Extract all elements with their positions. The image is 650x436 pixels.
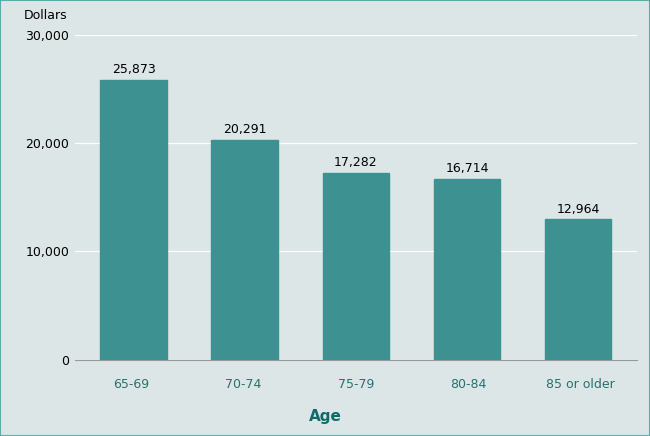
Text: 20,291: 20,291 [223,123,266,136]
Text: 65-69: 65-69 [113,378,149,391]
Bar [322,173,389,360]
Text: 80-84: 80-84 [450,378,486,391]
Text: 16,714: 16,714 [445,162,489,175]
Bar [434,179,500,360]
Text: 17,282: 17,282 [334,156,378,169]
Bar [100,79,167,360]
Text: 25,873: 25,873 [112,63,155,76]
Text: 85 or older: 85 or older [547,378,615,391]
Text: Age: Age [309,409,341,424]
Bar [545,219,612,360]
Text: 12,964: 12,964 [556,203,600,215]
Text: 70-74: 70-74 [226,378,261,391]
Text: Dollars: Dollars [24,9,68,22]
Bar [211,140,278,360]
Text: 75-79: 75-79 [338,378,374,391]
